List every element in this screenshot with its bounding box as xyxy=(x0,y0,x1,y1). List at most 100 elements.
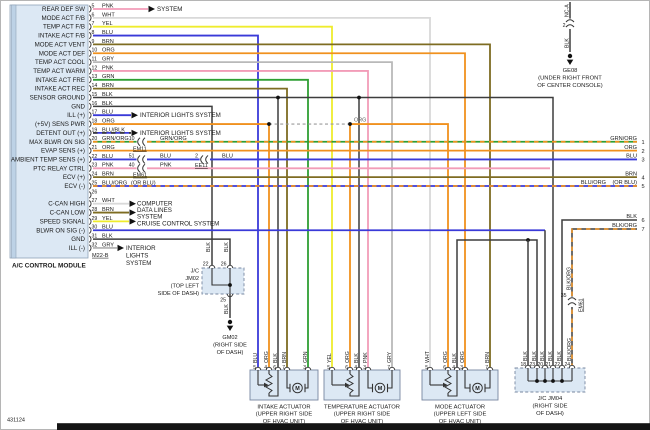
module-pin-number: 14 xyxy=(92,83,98,89)
module-connector-rail xyxy=(11,4,17,259)
label: ORG xyxy=(264,351,270,363)
actuator-name: MODE ACTUATOR xyxy=(435,405,485,411)
box-pin-connector-icon xyxy=(304,366,312,371)
wire-mode-ground xyxy=(456,239,538,370)
module-pin-label: INTAKE ACT FRE xyxy=(35,77,85,84)
label: ORG xyxy=(460,351,466,363)
inline-connector-icon xyxy=(136,163,147,173)
wire-pin8 xyxy=(93,34,259,370)
box-pin-connector-icon xyxy=(486,366,494,371)
box-pin-connector-icon xyxy=(558,364,566,369)
wire-color-label: YEL xyxy=(102,21,113,27)
box-pin-connector-icon xyxy=(364,366,372,371)
label: 3 xyxy=(460,365,463,371)
module-pin-label: ECV (+) xyxy=(63,174,85,181)
label: WHT xyxy=(425,350,431,363)
module-pin-bracket-icon xyxy=(88,217,92,226)
module-pin-label: PTC RELAY CTRL xyxy=(33,165,85,172)
module-pin-number: 9 xyxy=(92,39,95,45)
wire-color-label: BLU xyxy=(102,30,113,36)
ac-control-module-box xyxy=(9,4,89,259)
module-pin-label: TEMP ACT WARM xyxy=(33,68,85,75)
box-pin-connector-icon xyxy=(208,264,216,269)
module-pin-bracket-icon xyxy=(88,226,92,234)
edge-wire-label: BLU/ORG xyxy=(581,180,606,186)
box-pin-connector-icon xyxy=(265,366,273,371)
wire-color-label: ORG xyxy=(102,145,115,151)
module-pin-number: 25 xyxy=(92,180,98,186)
actuator-name: TEMPERATURE ACTUATOR xyxy=(324,405,400,411)
ground-arrow-icon xyxy=(226,325,234,331)
junction-jm04-box xyxy=(514,367,586,393)
module-pin-bracket-icon xyxy=(88,31,92,40)
label: BLK xyxy=(206,242,212,252)
label: 6 xyxy=(443,365,446,371)
dest-interior-lights-block: LIGHTS xyxy=(126,252,148,259)
box-pin-connector-icon xyxy=(346,366,354,371)
module-pin-label: INTAKE ACT REC xyxy=(35,86,86,93)
module-pin-number: 7 xyxy=(92,21,95,27)
box-pin-connector-icon xyxy=(254,366,262,371)
module-pin-number: 28 xyxy=(92,207,98,213)
actuator-name: INTAKE ACTUATOR xyxy=(257,405,310,411)
module-pin-number: 11 xyxy=(92,57,97,63)
motor-icon xyxy=(292,382,303,394)
wire-pin10 xyxy=(93,52,466,370)
edge-pin-number: 4 xyxy=(642,175,645,181)
box-pin-connector-icon xyxy=(453,366,461,371)
module-pin-label: DETENT OUT (+) xyxy=(36,130,85,137)
label: 10 xyxy=(129,136,135,142)
label: 3 xyxy=(303,365,306,371)
module-pin-number: 22 xyxy=(92,154,98,160)
potentiometer-icon xyxy=(265,373,273,394)
module-pin-label: ECV (-) xyxy=(64,183,85,190)
ground-icon xyxy=(227,319,233,325)
label: (UNDER RIGHT FRONT xyxy=(538,76,602,82)
label: BLK/ORG xyxy=(567,338,573,361)
label: BLK xyxy=(523,351,529,361)
wire-color-label: GRN xyxy=(102,74,114,80)
edge-pin-number: 6 xyxy=(642,218,645,224)
wire-color-label: BLU xyxy=(102,225,113,231)
wire-color-label: ORG xyxy=(102,48,115,54)
arrow-icon xyxy=(148,5,155,13)
box-pin-connector-icon xyxy=(283,366,291,371)
box-pin-connector-icon xyxy=(524,364,532,369)
bottom-bar xyxy=(57,423,650,430)
label: BLK/ORG xyxy=(567,267,573,290)
wire-color-label: BRN xyxy=(102,172,114,178)
label: BRN xyxy=(485,352,491,363)
module-pin-number: 23 xyxy=(92,163,98,169)
module-connector-id: M22-B xyxy=(92,253,109,259)
motor-letter: M xyxy=(378,386,383,392)
module-pin-bracket-icon xyxy=(88,67,92,75)
ground-id: GM02 xyxy=(222,335,237,341)
wire-color-label: BLK xyxy=(102,101,113,107)
wire-pin31 xyxy=(93,238,231,268)
potentiometer-icon xyxy=(444,373,452,394)
module-pin-bracket-icon xyxy=(88,5,92,13)
junction-dot-icon xyxy=(535,379,539,383)
dest-computer-data-lines: SYSTEM xyxy=(137,214,162,221)
module-pin-number: 24 xyxy=(92,172,98,178)
label: BLK xyxy=(532,351,538,361)
label: 22 xyxy=(554,362,560,368)
module-pin-label: MAX BLWR ON SIG xyxy=(29,139,85,146)
wire-color-alt-label: (OR BLU) xyxy=(131,180,156,186)
module-pin-label: SENSOR GROUND xyxy=(30,95,86,102)
label: OF CENTER CONSOLE) xyxy=(537,83,602,89)
label: 40 xyxy=(129,163,135,169)
edge-wire-label: BLK/ORG xyxy=(612,223,637,229)
module-pin-bracket-icon xyxy=(88,85,92,93)
potentiometer-icon xyxy=(346,373,354,394)
box-pin-connector-icon xyxy=(461,366,469,371)
box-pin-connector-icon xyxy=(426,366,434,371)
module-pin-label: AMBIENT TEMP SENS (+) xyxy=(11,156,85,163)
module-pin-number: 8 xyxy=(92,30,95,36)
label: BLK xyxy=(273,353,279,363)
actuator-name: OF HVAC UNIT) xyxy=(263,419,305,425)
module-pin-bracket-icon xyxy=(88,23,92,31)
wire-color-label: BRN xyxy=(102,207,114,213)
